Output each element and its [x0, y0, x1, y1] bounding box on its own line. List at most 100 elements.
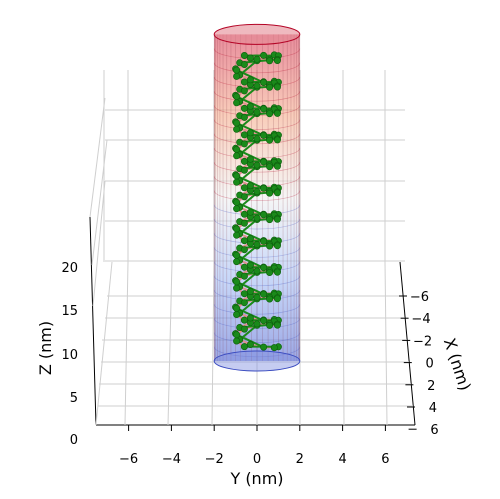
helix-point [266, 163, 274, 171]
helix-point [273, 242, 281, 250]
helix-point [253, 82, 261, 90]
z-axis-line [89, 216, 97, 426]
helix-point [260, 343, 268, 351]
z-tick-label: 15 [61, 304, 78, 319]
cylinder-ring [213, 62, 301, 74]
y-tick-label: 4 [338, 452, 346, 467]
helix-point [246, 76, 254, 84]
helix-point [260, 158, 268, 166]
cylinder-ring [213, 304, 301, 315]
helix-point [240, 60, 248, 68]
helix-point [240, 210, 248, 218]
grid-line-side [89, 97, 106, 218]
helix-series [232, 51, 282, 352]
z-tick-label: 5 [70, 391, 78, 406]
helix-point [233, 225, 241, 233]
cylinder-ring [213, 332, 301, 343]
helix-point [253, 267, 261, 275]
helix-point [240, 219, 248, 227]
helix-rung [239, 59, 258, 76]
helix-point [253, 188, 261, 196]
helix-point [233, 146, 241, 154]
y-axis-title: Y (nm) [229, 469, 283, 488]
helix-point [253, 320, 261, 328]
helix-point [260, 131, 268, 139]
grid-line-floor [124, 261, 129, 426]
helix-point [270, 344, 278, 352]
z-axis-title: Z (nm) [36, 321, 55, 375]
helix-point [233, 119, 241, 127]
helix-point [246, 287, 254, 295]
cylinder-ring [213, 247, 301, 258]
helix-point [240, 87, 248, 95]
y-tick-label: −4 [162, 452, 181, 467]
helix-point [240, 343, 248, 351]
helix-point [233, 172, 241, 180]
helix-point [240, 246, 248, 254]
helix-point [253, 161, 261, 169]
helix-point [240, 316, 248, 324]
x-tick-label: 0 [426, 357, 434, 372]
helix-point [273, 215, 281, 223]
z-tick-label: 10 [61, 348, 78, 363]
helix-rung [239, 298, 258, 314]
helix-point [233, 304, 241, 312]
z-tick-label: 20 [61, 261, 78, 276]
helix-point [233, 66, 241, 74]
helix-point [246, 314, 254, 322]
helix-rung [239, 192, 258, 209]
y-tick-label: −6 [119, 452, 138, 467]
axis-lines [89, 216, 416, 426]
helix-point [233, 72, 241, 80]
x-tick-label: 6 [430, 423, 438, 438]
helix-point [233, 258, 241, 266]
helix-point [253, 108, 261, 116]
cylinder-ring [213, 119, 301, 130]
helix-point [273, 189, 281, 197]
helix-point [253, 293, 261, 301]
grid-line-floor [167, 261, 173, 426]
helix-point [260, 51, 268, 59]
helix-rung [239, 86, 258, 103]
y-tick-labels: −6 −4 −2 0 2 4 6 [119, 425, 390, 467]
helix-point [233, 251, 241, 259]
cylinder-ring [213, 91, 301, 102]
x-tick-labels: −6 −4 −2 0 2 4 6 [399, 290, 439, 438]
helix-point [266, 57, 274, 65]
helix-point [246, 102, 254, 110]
y-tick-label: −2 [205, 452, 224, 467]
x-tick-label: −6 [410, 290, 429, 305]
helix-point [240, 166, 248, 174]
helix-point [266, 110, 274, 118]
cylinder-top-cap [213, 23, 301, 45]
helix-rung [239, 245, 258, 262]
helix-point [240, 193, 248, 201]
helix-rung [239, 218, 258, 235]
helix-rung [239, 139, 258, 156]
helix-point [233, 93, 241, 101]
helix-rung [239, 324, 258, 341]
helix-point [260, 105, 268, 113]
helix-point [240, 51, 248, 59]
helix-point [240, 157, 248, 165]
grid-line-side [91, 139, 108, 266]
helix-point [240, 113, 248, 121]
helix-point [240, 78, 248, 86]
helix-rung [239, 112, 258, 129]
helix-point [233, 99, 241, 107]
helix-point [266, 83, 274, 91]
y-tick-label: 0 [253, 452, 261, 467]
helix-point [266, 189, 274, 197]
helix-point [240, 184, 248, 192]
x-axis-title: X (nm) [440, 336, 475, 393]
cylinder-ring [213, 346, 301, 358]
helix-point [240, 290, 248, 298]
helix-point [246, 155, 254, 163]
helix-point [240, 263, 248, 271]
x-tick-label: −2 [413, 334, 432, 349]
helix-point [240, 272, 248, 280]
helix-point [233, 198, 241, 206]
helix-point [253, 241, 261, 249]
helix-point [266, 242, 274, 250]
helix-point [260, 290, 268, 298]
